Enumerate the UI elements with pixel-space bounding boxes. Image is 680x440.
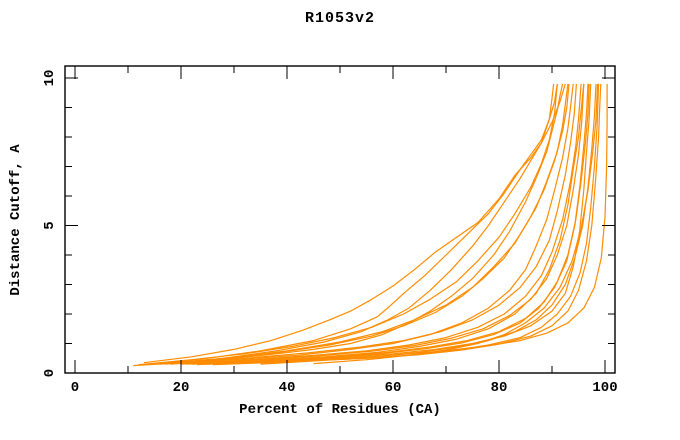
- model-curve-model-12: [154, 83, 569, 365]
- model-curve-model-01: [133, 83, 564, 367]
- x-axis-title: Percent of Residues (CA): [239, 402, 441, 418]
- y-axis-title: Distance Cutoff, A: [8, 144, 24, 296]
- x-tick-label: 20: [173, 380, 190, 396]
- x-tick-label: 80: [491, 380, 508, 396]
- model-curve-model-03: [143, 83, 555, 364]
- model-curve-model-14: [186, 83, 585, 365]
- plot-frame: [64, 65, 616, 374]
- x-tick-label: 60: [385, 380, 402, 396]
- model-curve-model-18: [313, 83, 599, 365]
- model-curve-model-19: [165, 83, 570, 365]
- model-curve-model-07: [191, 83, 585, 365]
- x-tick-label: 40: [279, 380, 296, 396]
- model-curve-model-20: [196, 83, 589, 366]
- x-tick-label: 100: [592, 380, 617, 396]
- model-curve-model-16: [212, 83, 600, 366]
- model-curve-model-06: [180, 83, 582, 365]
- y-tick-label: 5: [42, 221, 58, 229]
- chart-title: R1053v2: [304, 10, 375, 27]
- model-curve-model-17: [260, 83, 597, 365]
- model-curve-model-11: [138, 83, 558, 366]
- model-curve-model-05: [170, 83, 574, 365]
- model-curve-model-13: [175, 83, 577, 365]
- model-curve-model-10: [233, 83, 608, 364]
- x-tick-label: 0: [71, 380, 79, 396]
- model-curve-model-02: [149, 83, 558, 365]
- model-curve-model-04: [159, 83, 566, 365]
- model-curve-model-08: [207, 83, 592, 365]
- y-tick-label: 10: [42, 70, 58, 87]
- y-tick-label: 0: [42, 369, 58, 377]
